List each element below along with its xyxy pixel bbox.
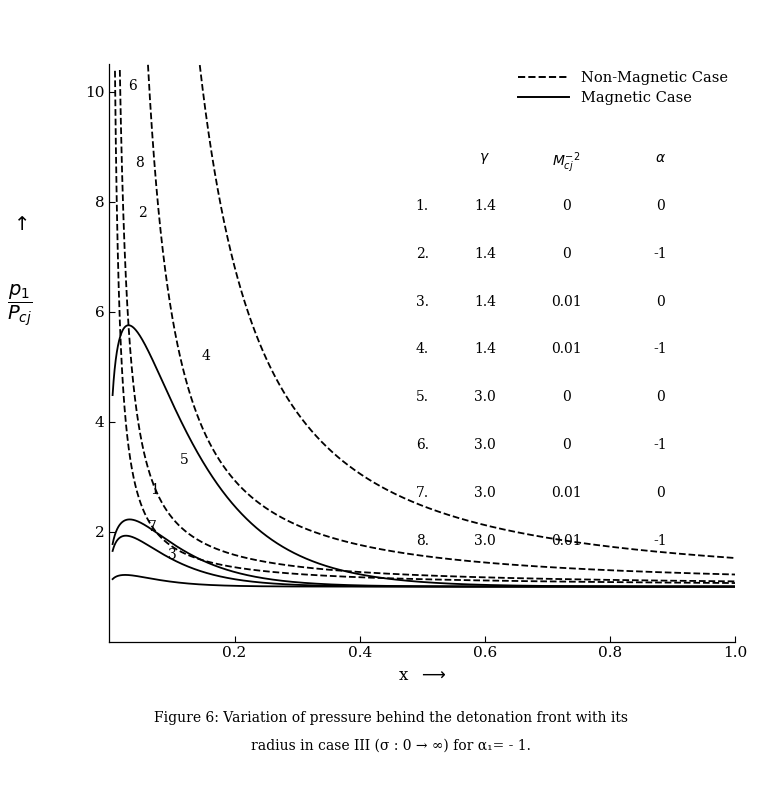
Text: 0.01: 0.01 xyxy=(551,342,582,356)
Text: 0.01: 0.01 xyxy=(551,486,582,500)
Text: $\uparrow$: $\uparrow$ xyxy=(10,216,29,233)
Text: 0: 0 xyxy=(655,391,665,404)
Text: 3.0: 3.0 xyxy=(474,391,496,404)
Text: $M_{cj}^{-2}$: $M_{cj}^{-2}$ xyxy=(552,151,580,176)
Text: 4.: 4. xyxy=(416,342,429,356)
Text: -1: -1 xyxy=(653,534,667,549)
Text: 8: 8 xyxy=(135,156,144,170)
Text: 6: 6 xyxy=(127,79,136,93)
Text: 0: 0 xyxy=(561,391,571,404)
Legend: Non-Magnetic Case, Magnetic Case: Non-Magnetic Case, Magnetic Case xyxy=(518,71,728,105)
Text: 7.: 7. xyxy=(416,486,429,500)
Text: -1: -1 xyxy=(653,342,667,356)
Text: Figure 6: Variation of pressure behind the detonation front with its: Figure 6: Variation of pressure behind t… xyxy=(154,711,628,725)
Text: 5.: 5. xyxy=(416,391,429,404)
Text: 0: 0 xyxy=(655,199,665,213)
Text: 0: 0 xyxy=(561,439,571,452)
Text: 1.4: 1.4 xyxy=(474,247,496,261)
Text: 4: 4 xyxy=(202,349,211,363)
X-axis label: x  $\longrightarrow$: x $\longrightarrow$ xyxy=(398,667,447,684)
Text: 3: 3 xyxy=(167,549,177,562)
Text: 2: 2 xyxy=(138,205,146,220)
Text: $\gamma$: $\gamma$ xyxy=(479,151,490,166)
Text: 5: 5 xyxy=(180,453,189,467)
Text: 3.0: 3.0 xyxy=(474,534,496,549)
Text: 3.: 3. xyxy=(416,294,429,309)
Text: 6.: 6. xyxy=(416,439,429,452)
Text: -1: -1 xyxy=(653,247,667,261)
Text: 0: 0 xyxy=(655,294,665,309)
Text: 1.4: 1.4 xyxy=(474,342,496,356)
Text: 8.: 8. xyxy=(416,534,429,549)
Text: radius in case III (σ : 0 → ∞) for α₁= - 1.: radius in case III (σ : 0 → ∞) for α₁= -… xyxy=(251,739,531,753)
Text: 0: 0 xyxy=(561,199,571,213)
Text: 1.4: 1.4 xyxy=(474,294,496,309)
Text: $\dfrac{p_1}{P_{cj}}$: $\dfrac{p_1}{P_{cj}}$ xyxy=(7,282,32,327)
Text: 3.0: 3.0 xyxy=(474,439,496,452)
Text: 0: 0 xyxy=(561,247,571,261)
Text: $\alpha$: $\alpha$ xyxy=(655,151,665,164)
Text: 1: 1 xyxy=(150,484,159,497)
Text: 0: 0 xyxy=(655,486,665,500)
Text: -1: -1 xyxy=(653,439,667,452)
Text: 1.: 1. xyxy=(416,199,429,213)
Text: 7: 7 xyxy=(148,520,156,534)
Text: 0.01: 0.01 xyxy=(551,534,582,549)
Text: 0.01: 0.01 xyxy=(551,294,582,309)
Text: 3.0: 3.0 xyxy=(474,486,496,500)
Text: 1.4: 1.4 xyxy=(474,199,496,213)
Text: 2.: 2. xyxy=(416,247,429,261)
